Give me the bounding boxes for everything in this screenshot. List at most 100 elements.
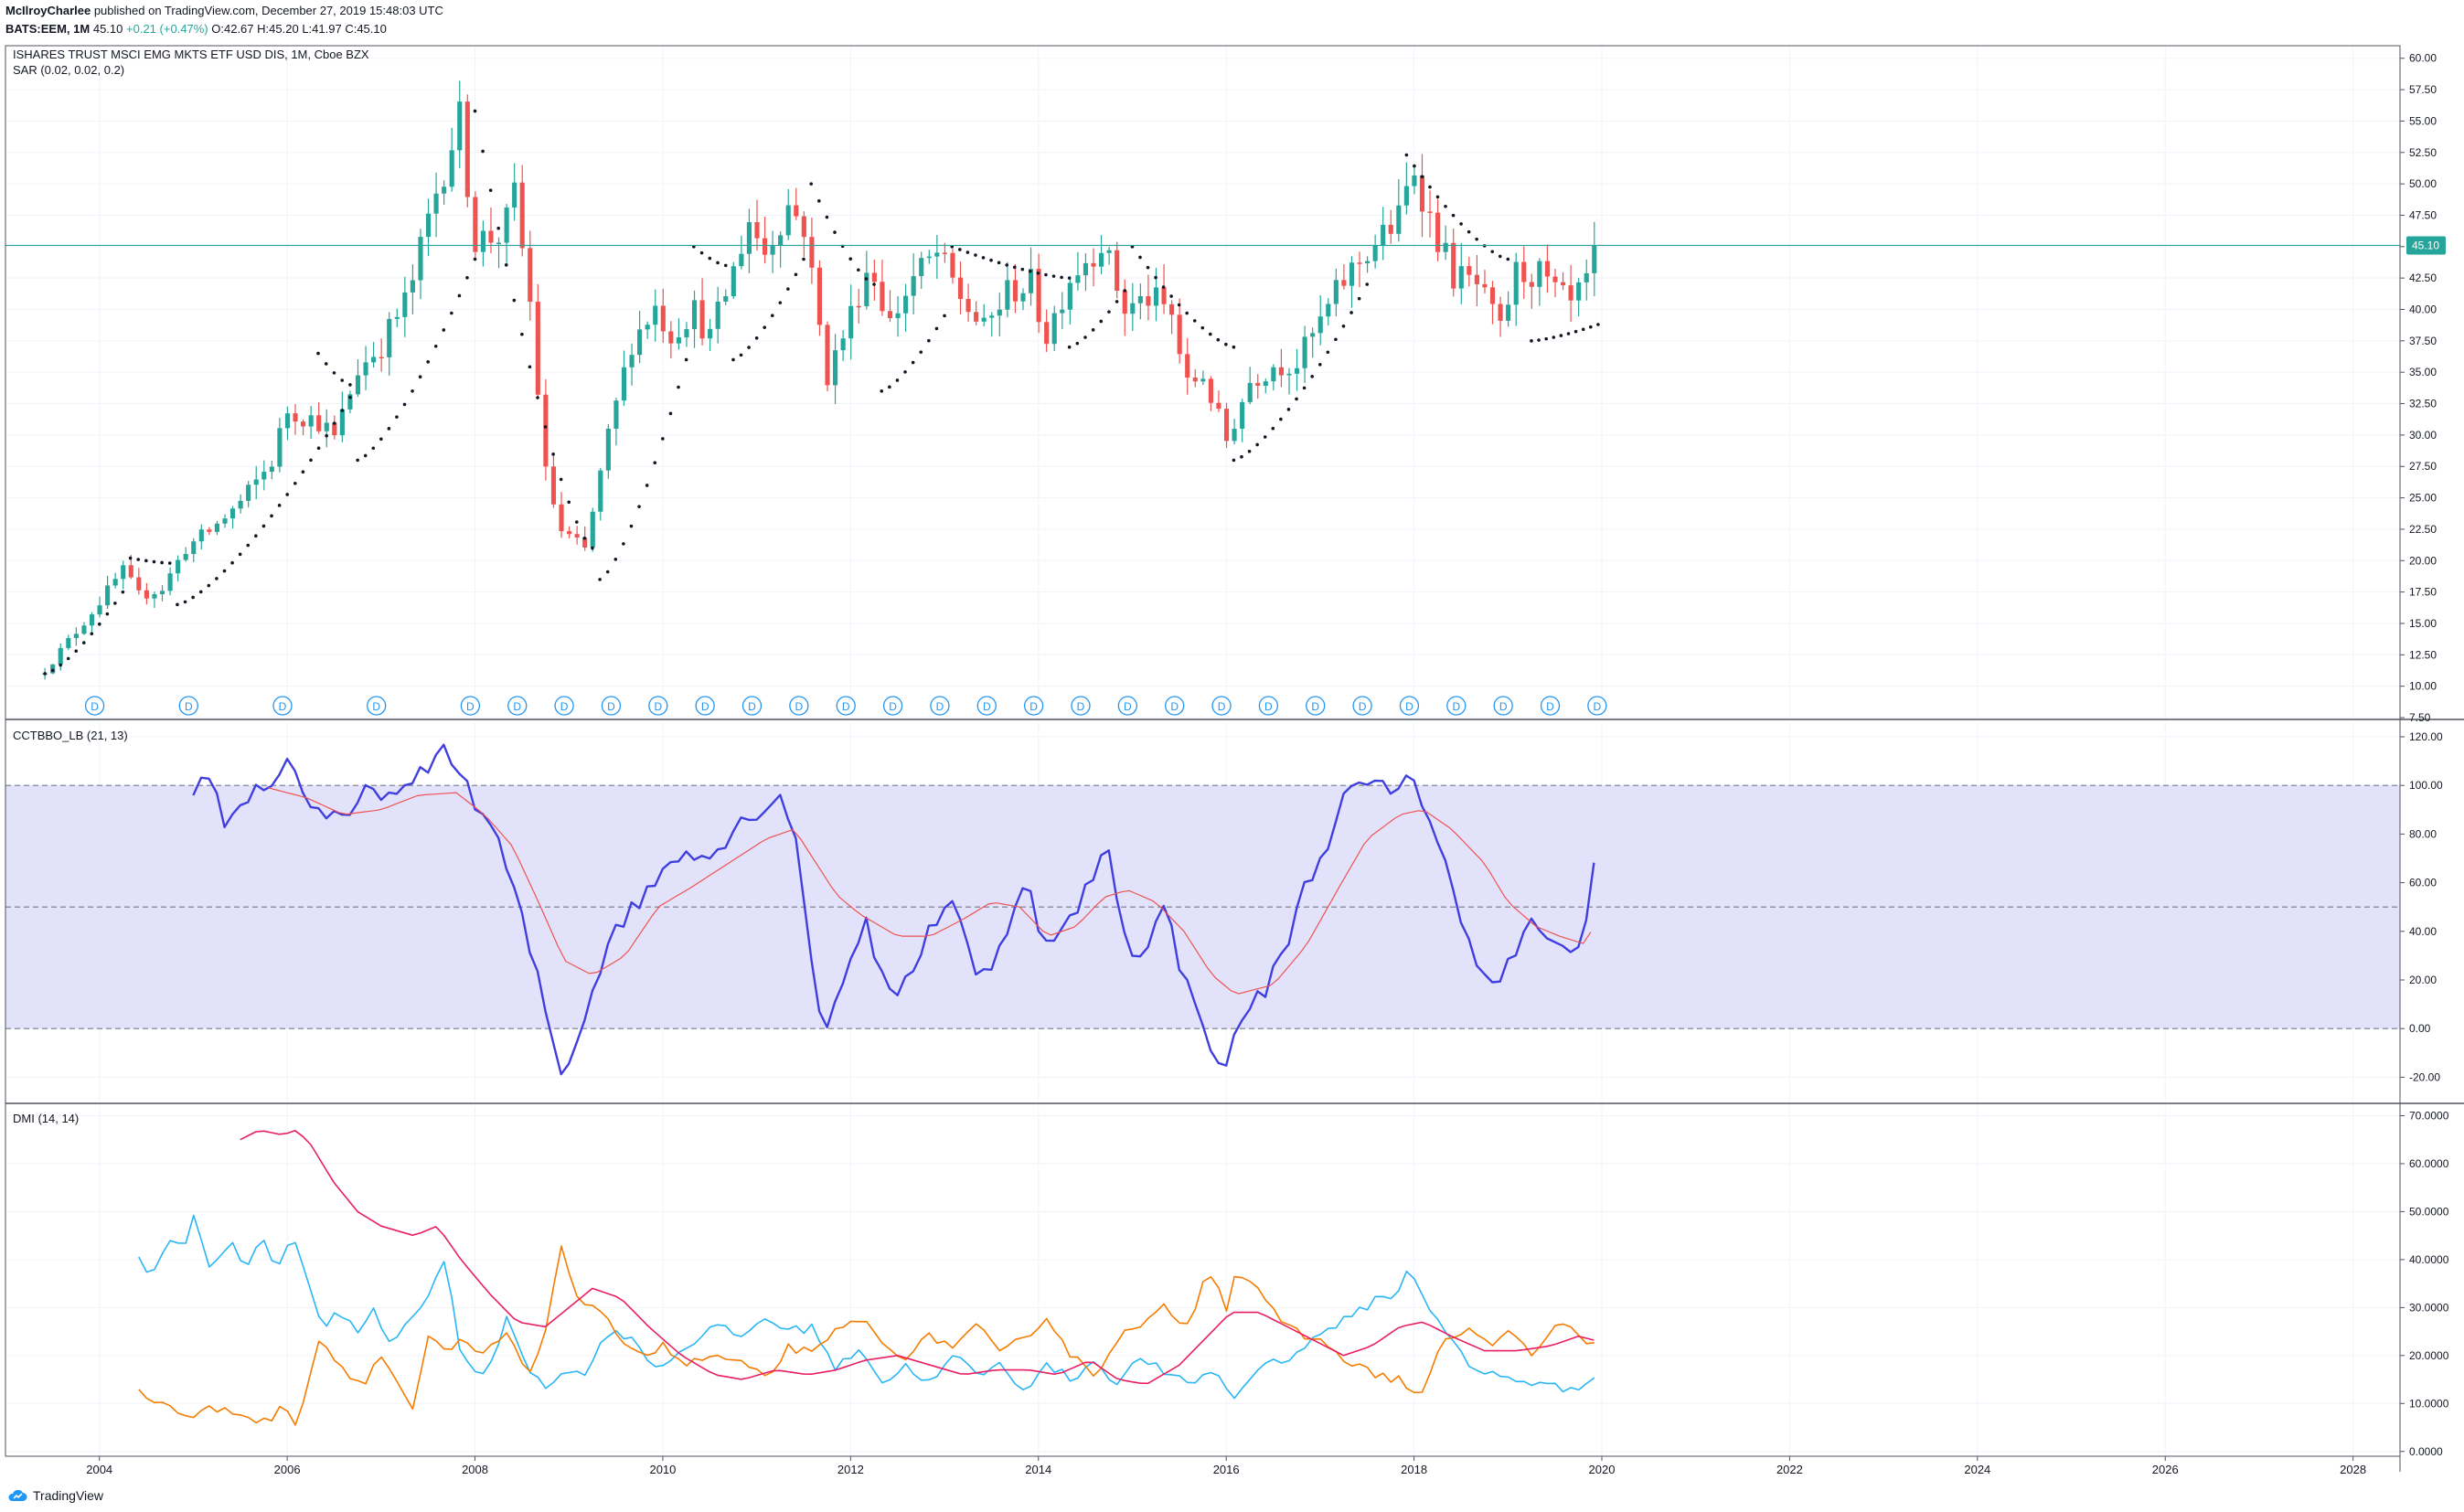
sar-dot	[98, 622, 101, 626]
candle-body	[238, 500, 243, 509]
y-tick-label: 47.50	[2409, 208, 2437, 221]
sar-dot	[59, 663, 62, 667]
dividend-marker[interactable]: D	[84, 696, 105, 716]
sar-dot	[543, 425, 548, 429]
dividend-marker[interactable]: D	[1446, 696, 1467, 716]
dividend-marker[interactable]: D	[1493, 696, 1513, 716]
candle-body	[207, 529, 212, 532]
sar-dot	[1271, 426, 1275, 431]
dividend-marker[interactable]: D	[1540, 696, 1561, 716]
sar-dot	[246, 543, 251, 548]
candle-body	[848, 305, 854, 339]
sar-dot	[1317, 363, 1322, 367]
candle-body	[363, 362, 368, 376]
dividend-marker[interactable]: D	[695, 696, 715, 716]
chart-border	[5, 45, 2401, 1457]
dividend-marker[interactable]: D	[460, 696, 481, 716]
candle-body	[746, 222, 752, 254]
dividend-marker[interactable]: D	[1306, 696, 1326, 716]
dividend-marker-label: D	[748, 700, 756, 713]
dividend-marker[interactable]: D	[789, 696, 809, 716]
sar-dot	[66, 656, 70, 661]
candle-body	[981, 317, 987, 322]
candle-body	[293, 413, 298, 422]
dividend-marker[interactable]: D	[601, 696, 622, 716]
sar-dot	[1232, 345, 1236, 349]
dividend-marker-circle	[1352, 696, 1372, 716]
sar-dot	[1302, 386, 1307, 390]
dividend-marker[interactable]: D	[1399, 696, 1420, 716]
dividend-marker[interactable]: D	[836, 696, 856, 716]
candle-body	[1506, 304, 1511, 321]
y-tick-label: 30.00	[2409, 429, 2437, 442]
candle-body	[144, 590, 149, 599]
dividend-marker[interactable]: D	[554, 696, 574, 716]
sar-dot	[1216, 337, 1221, 342]
sar-dot	[825, 215, 829, 219]
sar-dot	[1334, 337, 1338, 342]
dividend-marker-circle	[84, 696, 105, 716]
x-tick-label: 2010	[649, 1463, 676, 1476]
dividend-marker[interactable]: D	[178, 696, 198, 716]
sar-dot	[442, 328, 446, 332]
dividend-marker[interactable]: D	[1023, 696, 1044, 716]
candle-body	[739, 253, 744, 267]
sar-dot	[450, 311, 453, 315]
dividend-marker-circle	[648, 696, 668, 716]
dividend-marker[interactable]: D	[272, 696, 293, 716]
dividend-marker[interactable]: D	[976, 696, 997, 716]
dividend-marker[interactable]: D	[1352, 696, 1372, 716]
dividend-marker[interactable]: D	[1211, 696, 1232, 716]
sar-indicator-title: SAR (0.02, 0.02, 0.2)	[13, 63, 124, 77]
candle-body	[778, 235, 784, 246]
dividend-marker-circle	[367, 696, 387, 716]
candle-body	[840, 338, 846, 351]
sar-dot	[332, 421, 336, 425]
dividend-marker[interactable]: D	[367, 696, 387, 716]
sar-dot	[1451, 213, 1456, 218]
sar-dot	[1357, 296, 1361, 301]
dividend-marker[interactable]: D	[1258, 696, 1279, 716]
dividend-marker[interactable]: D	[1165, 696, 1185, 716]
y-tick-label: 50.0000	[2409, 1205, 2449, 1218]
price-scales[interactable]: 60.0057.5055.0052.5050.0047.5045.0042.50…	[2400, 52, 2449, 1458]
sar-dot	[731, 357, 735, 362]
candle-body	[1278, 367, 1284, 376]
candle-body	[1435, 212, 1441, 252]
dividend-marker-label: D	[1029, 700, 1038, 713]
candle-body	[1161, 287, 1167, 304]
grid-lines	[5, 46, 2400, 1456]
indicator-lines	[138, 743, 1595, 1426]
candle-body	[488, 230, 494, 243]
candle-body	[590, 511, 595, 548]
sar-dot	[1444, 204, 1447, 208]
dividend-marker[interactable]: D	[1071, 696, 1091, 716]
author-name[interactable]: McIlroyCharlee	[5, 4, 91, 17]
sar-dot	[1467, 229, 1471, 234]
dividend-marker[interactable]: D	[1117, 696, 1137, 716]
y-tick-label: 80.00	[2409, 827, 2437, 840]
dividend-marker[interactable]: D	[930, 696, 950, 716]
sar-dot	[50, 668, 55, 673]
dividend-marker-circle	[1540, 696, 1561, 716]
candle-body	[425, 213, 432, 238]
dividend-marker[interactable]: D	[1587, 696, 1607, 716]
sar-dot	[754, 336, 759, 340]
tradingview-logo[interactable]: TradingView	[7, 1488, 103, 1503]
y-tick-label: 57.50	[2409, 83, 2437, 96]
sar-dot	[160, 560, 164, 565]
sar-dot	[363, 453, 368, 458]
sar-dot	[934, 326, 939, 331]
y-tick-label: 100.00	[2409, 779, 2443, 792]
sar-dot	[661, 437, 665, 441]
dividend-marker[interactable]: D	[882, 696, 903, 716]
sar-dot	[1435, 195, 1440, 199]
dividend-marker[interactable]: D	[648, 696, 668, 716]
time-scale[interactable]: 2004 2006 2008 2010 2012 2014 2016 2018 2020 2022…	[86, 1456, 2366, 1476]
dividend-marker[interactable]: D	[507, 696, 528, 716]
sar-dot	[739, 353, 743, 357]
candle-body	[1200, 378, 1206, 382]
dividend-marker[interactable]: D	[741, 696, 763, 716]
